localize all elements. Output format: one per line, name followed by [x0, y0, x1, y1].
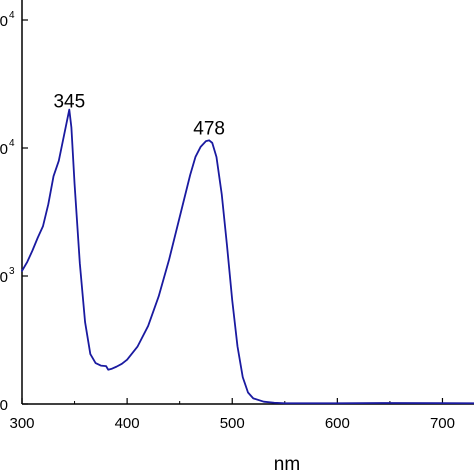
series-group	[21, 108, 474, 405]
x-tick-label: 600	[325, 415, 350, 432]
y-axis-ticks: 0 40 40 30	[0, 10, 28, 414]
peak-label: 345	[53, 91, 85, 112]
y-tick-label: 0	[0, 397, 8, 414]
spectrum-line	[21, 108, 474, 405]
y-tick-label: 0	[0, 269, 8, 286]
y-tick-label: 0	[0, 13, 8, 30]
y-tick-label: 0	[0, 141, 8, 158]
x-axis-ticks: 300 400 500 600 700	[9, 398, 455, 432]
y-tick-exponent: 4	[9, 138, 15, 149]
x-axis-title: nm	[274, 454, 300, 474]
peak-label: 478	[193, 118, 225, 139]
x-tick-label: 300	[9, 415, 34, 432]
x-tick-label: 500	[220, 415, 245, 432]
y-tick-exponent: 3	[9, 266, 15, 277]
x-tick-label: 400	[115, 415, 140, 432]
plot-frame	[21, 0, 474, 405]
y-tick-exponent: 4	[9, 10, 15, 21]
peak-annotations: 345 478	[53, 91, 225, 139]
x-tick-label: 700	[430, 415, 455, 432]
